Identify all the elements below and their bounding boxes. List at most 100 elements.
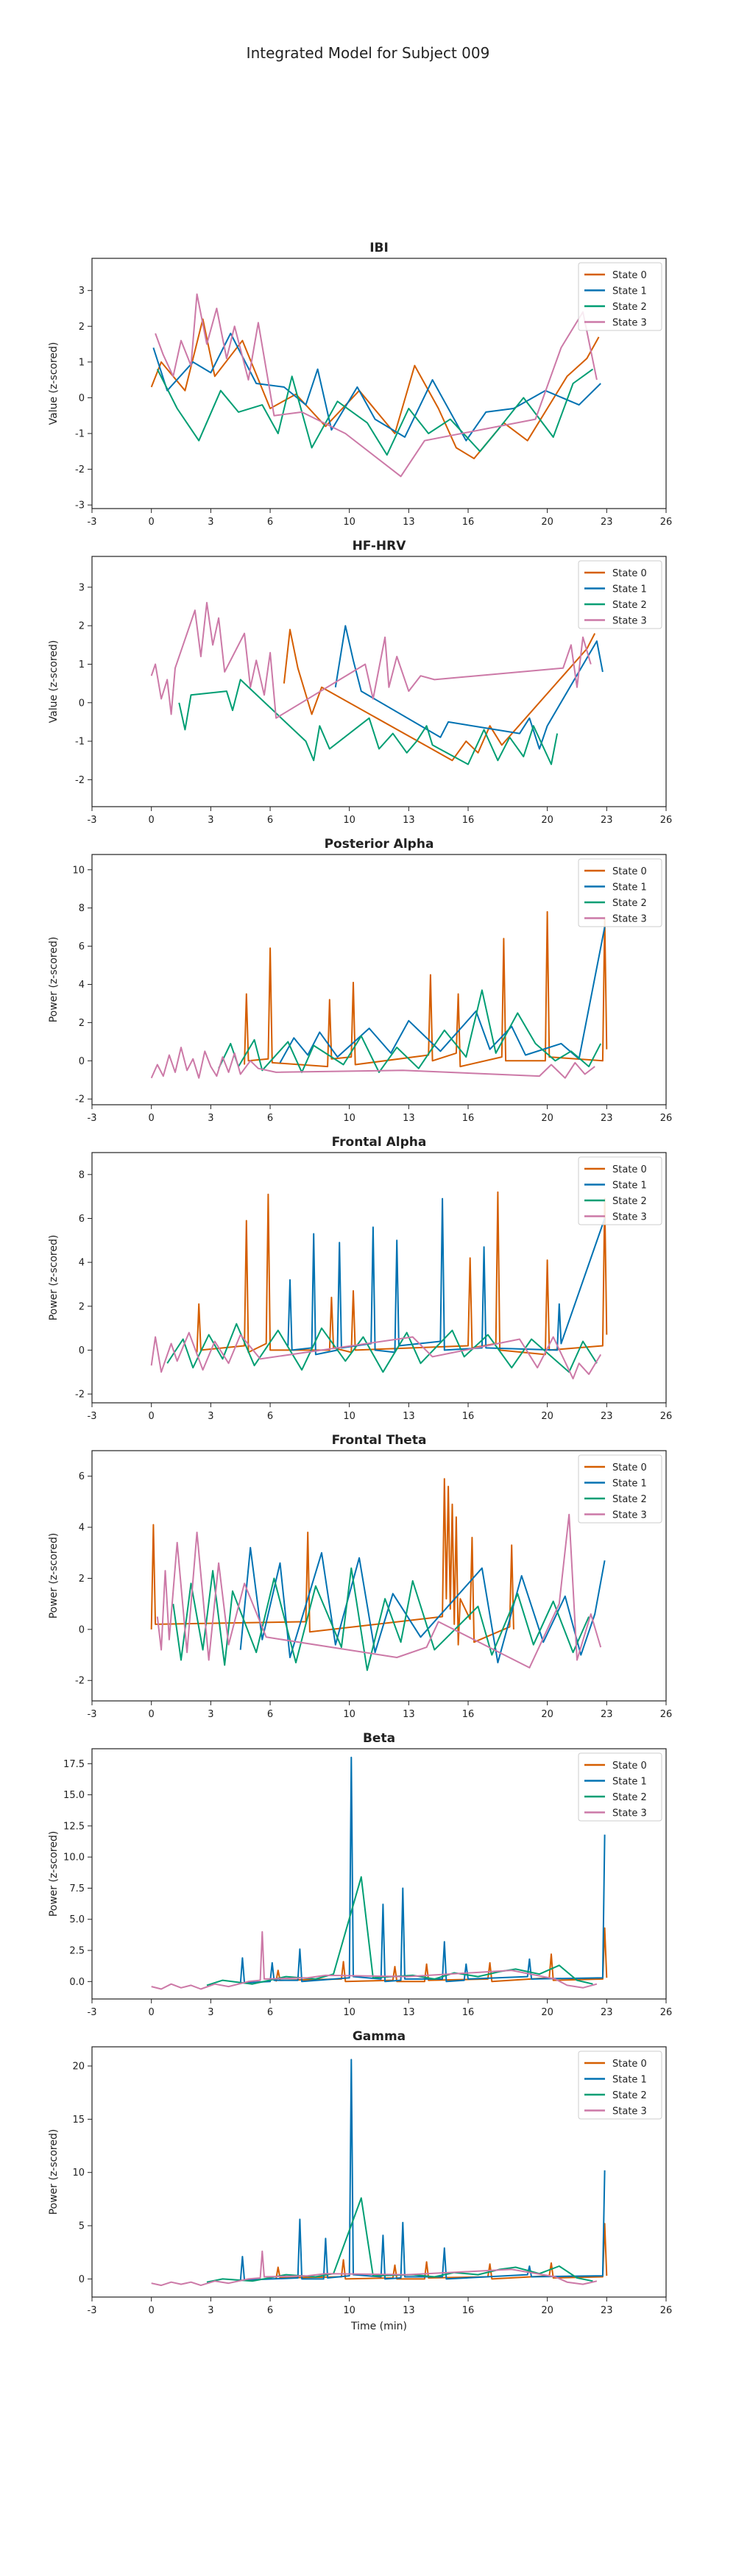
- x-tick-label: 0: [149, 1113, 155, 1124]
- x-tick-label: 3: [208, 2305, 213, 2316]
- x-tick-label: 10: [343, 2305, 355, 2316]
- series-line-state-0: [275, 2223, 608, 2280]
- x-tick-label: 20: [541, 1411, 553, 1422]
- x-tick-label: 26: [660, 1411, 673, 1422]
- x-tick-label: 6: [267, 1113, 273, 1124]
- series-line-state-0: [244, 910, 608, 1068]
- x-tick-label: -3: [88, 815, 97, 826]
- y-tick-label: 10: [72, 2168, 85, 2179]
- y-axis-label: Power (z-scored): [48, 1235, 60, 1321]
- subplot-title: Frontal Alpha: [332, 1135, 427, 1150]
- y-tick-label: 15: [72, 2115, 85, 2126]
- legend: State 0 State 1 State 2 State 3: [578, 2050, 662, 2120]
- series-line-state-3: [150, 1331, 602, 1380]
- series-line-state-1: [239, 1756, 606, 1984]
- y-tick-label: 17.5: [63, 1759, 85, 1770]
- legend-label-state-3: State 3: [612, 914, 647, 925]
- x-tick-label: 23: [601, 1411, 613, 1422]
- y-axis-label: Value (z-scored): [48, 342, 60, 425]
- series-line-state-3: [151, 1931, 598, 1990]
- legend-label-state-2: State 2: [612, 1196, 647, 1207]
- series-line-state-0: [150, 1478, 514, 1646]
- y-tick-label: 0: [79, 1056, 85, 1067]
- x-tick-label: 16: [462, 1113, 475, 1124]
- y-axis-label: Power (z-scored): [48, 1533, 60, 1619]
- legend-label-state-1: State 1: [612, 584, 647, 595]
- y-tick-label: 2.5: [69, 1946, 85, 1957]
- x-tick-label: 20: [541, 2007, 553, 2018]
- legend-label-state-2: State 2: [612, 1494, 647, 1505]
- subplot-title: IBI: [369, 241, 389, 255]
- x-tick-label: 16: [462, 1411, 475, 1422]
- series-line-state-1: [152, 333, 601, 442]
- x-tick-label: 6: [267, 2305, 273, 2316]
- x-tick-label: -3: [88, 2305, 97, 2316]
- x-tick-label: 13: [403, 2007, 415, 2018]
- legend-box: [578, 560, 662, 629]
- y-tick-label: -2: [75, 775, 85, 786]
- legend-label-state-3: State 3: [612, 1510, 647, 1521]
- legend-box: [578, 1454, 662, 1524]
- y-tick-label: 3: [79, 582, 85, 593]
- y-tick-label: 0: [79, 1345, 85, 1356]
- x-tick-label: -3: [88, 1411, 97, 1422]
- y-tick-label: 0.0: [69, 1977, 85, 1988]
- series-line-state-1: [334, 625, 604, 750]
- series-line-state-1: [239, 2059, 606, 2282]
- subplot-title: Frontal Theta: [332, 1433, 427, 1448]
- subplot-title: Posterior Alpha: [325, 837, 434, 852]
- legend-label-state-3: State 3: [612, 1808, 647, 1819]
- x-tick-label: 16: [462, 815, 475, 826]
- plot-frame: [91, 2046, 667, 2298]
- legend-label-state-0: State 0: [612, 1462, 647, 1473]
- x-tick-label: 13: [403, 2305, 415, 2316]
- x-tick-label: 20: [541, 1709, 553, 1720]
- y-tick-label: 6: [79, 1214, 85, 1225]
- series-line-state-0: [196, 1191, 608, 1356]
- y-tick-label: 2: [79, 1018, 85, 1029]
- y-tick-label: 2: [79, 322, 85, 333]
- x-tick-label: 26: [660, 2007, 673, 2018]
- x-tick-label: 16: [462, 1709, 475, 1720]
- legend-label-state-0: State 0: [612, 270, 647, 281]
- x-tick-label: 6: [267, 815, 273, 826]
- legend-label-state-3: State 3: [612, 2106, 647, 2117]
- x-tick-label: 13: [403, 815, 415, 826]
- x-tick-label: 20: [541, 517, 553, 528]
- subplot-title: HF-HRV: [353, 539, 407, 553]
- x-tick-label: 3: [208, 1411, 213, 1422]
- legend-label-state-0: State 0: [612, 568, 647, 579]
- legend: State 0 State 1 State 2 State 3: [578, 262, 662, 331]
- x-tick-label: 3: [208, 517, 213, 528]
- y-tick-label: 0: [79, 1624, 85, 1635]
- legend-label-state-3: State 3: [612, 616, 647, 627]
- series-line-state-3: [150, 601, 592, 719]
- y-tick-label: 4: [79, 980, 85, 991]
- series-line-state-1: [287, 1197, 606, 1356]
- legend-box: [578, 1156, 662, 1225]
- x-tick-label: 10: [343, 1113, 355, 1124]
- x-tick-label: 16: [462, 517, 475, 528]
- y-tick-label: 5.0: [69, 1914, 85, 1925]
- series-line-state-2: [206, 1876, 593, 1986]
- legend-label-state-2: State 2: [612, 302, 647, 313]
- x-tick-label: 23: [601, 517, 613, 528]
- x-tick-label: 23: [601, 2305, 613, 2316]
- y-tick-label: 12.5: [63, 1821, 85, 1832]
- subplot-2: Posterior Alpha -3 0 3 6 10 13 16 20 23 26 -2 0 2 4 6 8 1…: [48, 837, 672, 1124]
- legend-label-state-1: State 1: [612, 1479, 647, 1490]
- series-line-state-1: [239, 1546, 606, 1663]
- y-axis-label: Power (z-scored): [48, 1831, 60, 1917]
- y-tick-label: -1: [75, 429, 85, 440]
- subplot-title: Gamma: [353, 2029, 406, 2044]
- x-tick-label: 26: [660, 2305, 673, 2316]
- series-line-state-0: [283, 629, 596, 762]
- x-tick-label: 3: [208, 1113, 213, 1124]
- y-axis-label: Power (z-scored): [48, 2129, 60, 2215]
- y-tick-label: 5: [79, 2221, 85, 2232]
- plot-frame: [91, 258, 667, 509]
- subplot-5: Beta -3 0 3 6 10 13 16 20 23 26 0.0 2.5 5.0 7.5 10.0 12.…: [48, 1731, 672, 2018]
- x-tick-label: 3: [208, 1709, 213, 1720]
